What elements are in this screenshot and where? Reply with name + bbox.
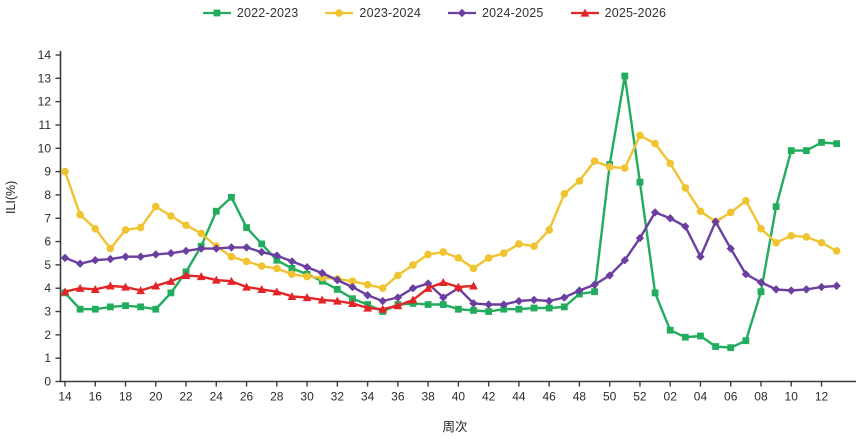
- svg-text:08: 08: [754, 390, 768, 404]
- triangle-up-legend-marker-icon: [570, 8, 599, 17]
- svg-text:9: 9: [44, 165, 51, 179]
- svg-text:46: 46: [542, 390, 556, 404]
- svg-text:32: 32: [331, 390, 345, 404]
- series-2025-2026: [60, 270, 478, 313]
- svg-text:06: 06: [724, 390, 738, 404]
- x-axis-title: 周次: [442, 420, 468, 434]
- svg-text:48: 48: [573, 390, 587, 404]
- svg-text:28: 28: [270, 390, 284, 404]
- svg-text:5: 5: [44, 258, 51, 272]
- svg-text:1: 1: [44, 351, 51, 365]
- svg-text:6: 6: [44, 235, 51, 249]
- svg-text:38: 38: [421, 390, 435, 404]
- series-2022-2023: [61, 72, 841, 352]
- legend-item-2022-2023: 2022-2023: [202, 6, 299, 20]
- svg-text:12: 12: [38, 95, 52, 109]
- legend-label: 2022-2023: [236, 6, 299, 20]
- svg-text:4: 4: [44, 281, 51, 295]
- svg-text:42: 42: [482, 390, 496, 404]
- legend-item-2023-2024: 2023-2024: [324, 6, 421, 20]
- svg-text:24: 24: [210, 390, 224, 404]
- series-2023-2024: [61, 131, 841, 293]
- svg-text:10: 10: [38, 141, 52, 155]
- svg-text:04: 04: [694, 390, 708, 404]
- svg-text:11: 11: [39, 118, 52, 132]
- svg-text:3: 3: [44, 305, 51, 319]
- legend-label: 2024-2025: [482, 6, 544, 20]
- svg-text:7: 7: [44, 211, 51, 225]
- svg-text:12: 12: [815, 390, 829, 404]
- svg-text:13: 13: [38, 71, 52, 85]
- svg-text:30: 30: [300, 390, 314, 404]
- svg-text:44: 44: [512, 390, 526, 404]
- svg-text:36: 36: [391, 390, 405, 404]
- svg-text:26: 26: [240, 390, 254, 404]
- y-axis-title: ILI(%): [4, 180, 18, 214]
- svg-text:10: 10: [785, 390, 799, 404]
- diamond-legend-marker-icon: [448, 8, 476, 18]
- svg-text:0: 0: [44, 375, 51, 389]
- svg-text:2: 2: [44, 328, 51, 342]
- series-2024-2025: [60, 208, 841, 309]
- legend-label: 2025-2026: [604, 6, 667, 20]
- svg-text:34: 34: [361, 390, 375, 404]
- svg-text:14: 14: [38, 48, 52, 62]
- legend-item-2024-2025: 2024-2025: [447, 6, 544, 20]
- svg-text:8: 8: [44, 188, 51, 202]
- svg-text:50: 50: [603, 390, 617, 404]
- svg-text:40: 40: [452, 390, 466, 404]
- svg-text:22: 22: [179, 390, 193, 404]
- axes: [59, 51, 856, 383]
- legend-item-2025-2026: 2025-2026: [570, 6, 667, 20]
- circle-legend-marker-icon: [325, 9, 354, 17]
- svg-text:18: 18: [119, 390, 133, 404]
- svg-text:02: 02: [664, 390, 678, 404]
- svg-text:20: 20: [149, 390, 163, 404]
- svg-text:14: 14: [58, 390, 72, 404]
- legend-label: 2023-2024: [359, 6, 421, 20]
- svg-text:16: 16: [89, 390, 103, 404]
- x-axis-ticks: 14 16 18 20 22 24 26 28 30 32 34 36 38 40 42 44 46 48 50 52…: [58, 381, 829, 404]
- square-legend-marker-icon: [202, 9, 231, 17]
- chart-legend: 2022-2023 2023-2024 2024-2025 2025-2026: [0, 2, 868, 24]
- svg-text:52: 52: [633, 390, 647, 404]
